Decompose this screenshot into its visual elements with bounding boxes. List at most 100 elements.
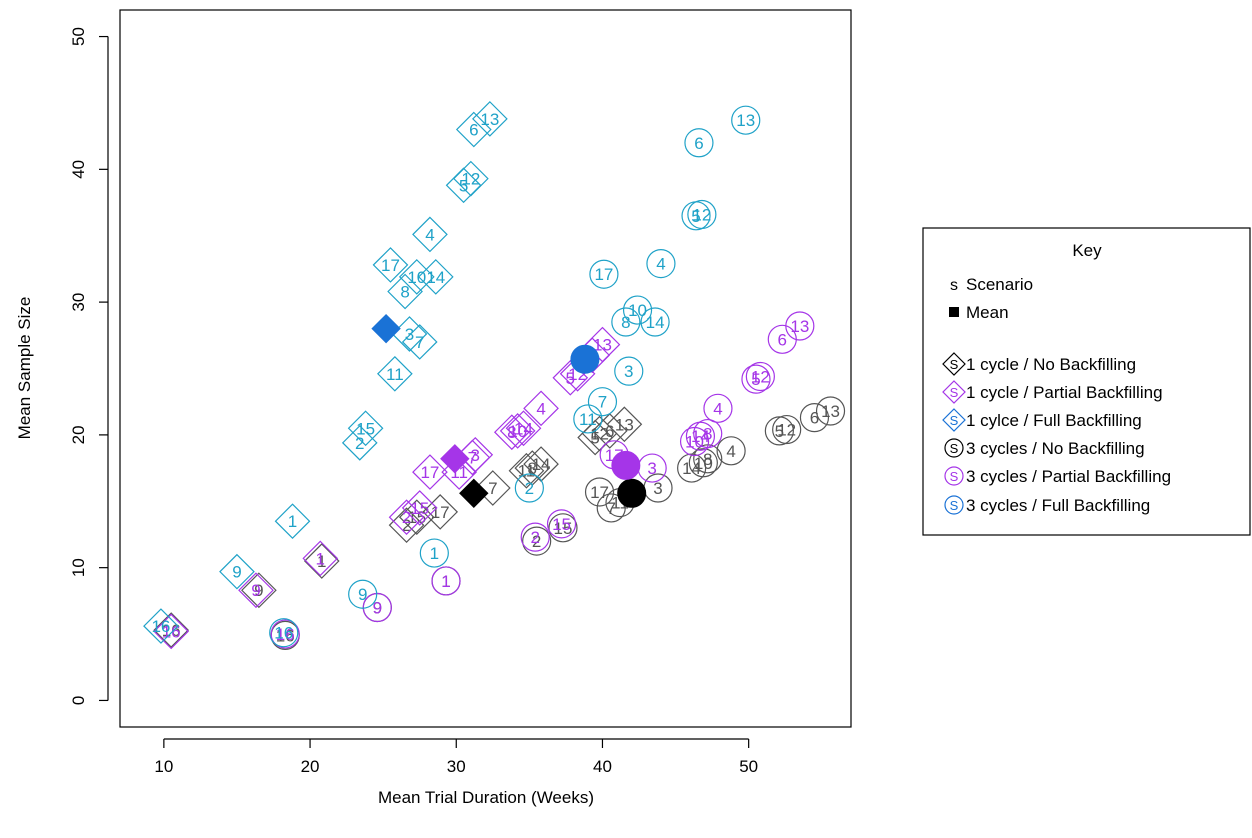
circle-marker: [684, 128, 714, 158]
circle-point: 1: [431, 566, 461, 596]
point-label: 15: [356, 419, 375, 438]
legend-label: 1 cycle / Partial Backfilling: [966, 383, 1163, 402]
point-label: 10: [407, 268, 426, 287]
diamond-marker: [417, 259, 454, 295]
point-label: 10: [508, 422, 527, 441]
point-label: 13: [821, 402, 840, 421]
point-label: 16: [274, 624, 293, 643]
point-label: 5: [775, 422, 784, 441]
diamond-point: 1: [274, 503, 311, 540]
mean-circle-marker: [570, 344, 600, 374]
y-tick-label: 40: [69, 160, 88, 179]
legend-marker: [942, 352, 966, 376]
point-label: 14: [646, 313, 665, 332]
legend-marker: [942, 408, 966, 432]
point-label: 13: [736, 111, 755, 130]
diamond-marker: [372, 247, 409, 283]
diamond-marker: [388, 507, 425, 544]
point-label: 1: [441, 572, 450, 591]
circle-marker: [270, 619, 300, 649]
diamond-point: 5: [445, 167, 482, 204]
legend-marker-letter: S: [950, 469, 959, 484]
diamond-point: 14: [417, 259, 454, 295]
circle-marker: [589, 259, 619, 289]
point-label: 4: [726, 442, 735, 461]
point-label: 9: [358, 585, 367, 604]
diamond-point: 2: [341, 425, 378, 461]
point-label: 16: [162, 621, 181, 640]
point-label: 2: [530, 528, 539, 547]
point-label: 3: [471, 446, 480, 465]
circle-marker: [764, 416, 794, 446]
point-label: 11: [386, 365, 404, 384]
circle-marker: [520, 522, 550, 552]
diamond-marker: [453, 160, 489, 197]
diamond-point: 14: [505, 410, 542, 447]
circle-marker: [622, 295, 653, 325]
mean-diamond-marker: [440, 444, 470, 474]
circle-marker: [731, 105, 761, 135]
diamond-marker: [591, 413, 628, 449]
diamond-marker: [445, 167, 482, 204]
diamond-marker: [274, 503, 311, 540]
diamond-point: 6: [455, 111, 492, 148]
circle-point: 17: [589, 259, 619, 289]
diamond-marker: [505, 410, 542, 447]
point-label: 5: [459, 176, 468, 195]
legend: Key s Scenario Mean S 1 cycle / No Backfilli…: [922, 227, 1251, 536]
circle-marker: [611, 307, 641, 337]
point-label: 17: [381, 256, 400, 275]
legend-label: 3 cycles / No Backfilling: [966, 439, 1145, 458]
circle-marker: [693, 418, 723, 449]
circle-point: 12: [772, 414, 802, 445]
y-tick-label: 20: [69, 425, 88, 444]
point-label: 1: [430, 544, 439, 563]
circle-marker: [640, 307, 670, 337]
point-label: 4: [536, 399, 545, 418]
circle-marker: [573, 404, 603, 434]
point-label: 4: [713, 399, 722, 418]
diamond-marker: [401, 490, 438, 526]
circle-point: 12: [745, 361, 775, 392]
diamond-marker: [388, 499, 425, 536]
diamond-point: 15: [401, 490, 438, 526]
diamond-marker: [401, 324, 438, 360]
circle-marker: [815, 396, 846, 426]
point-label: 5: [691, 207, 700, 226]
diamond-marker: [153, 612, 190, 648]
circle-point: 14: [640, 307, 670, 337]
point-label: 8: [528, 459, 537, 478]
point-label: 7: [415, 333, 424, 352]
point-label: 14: [426, 268, 445, 287]
diamond-marker: [523, 390, 559, 427]
point-label: 14: [532, 455, 551, 474]
circle-marker: [745, 361, 775, 392]
point-label: 9: [373, 599, 382, 618]
diamond-point: 17: [372, 247, 409, 283]
diamond-marker: [584, 326, 621, 363]
diamond-point: 13: [472, 101, 508, 137]
circle-point: 15: [548, 513, 578, 543]
circle-point: 6: [684, 128, 714, 158]
point-label: 5: [590, 429, 599, 448]
diamond-point: 1: [302, 540, 339, 577]
legend-item: S 3 cycles / Partial Backfilling: [944, 466, 1171, 486]
legend-item: S 3 cycles / No Backfilling: [944, 438, 1145, 458]
point-label: 16: [276, 626, 295, 645]
circle-marker: [703, 393, 733, 423]
point-label: 1: [441, 572, 450, 591]
legend-title: Key: [1072, 241, 1102, 260]
diamond-marker: [499, 413, 536, 449]
point-label: 6: [694, 134, 703, 153]
legend-item: S 1 cycle / Partial Backfilling: [942, 380, 1163, 404]
legend-label: 1 cylce / Full Backfilling: [966, 411, 1142, 430]
point-label: 7: [488, 479, 497, 498]
circle-point: 2: [514, 473, 544, 503]
circle-marker: [687, 199, 717, 230]
diamond-point: 8: [514, 450, 551, 486]
circle-marker: [646, 249, 676, 279]
diamond-point: 9: [241, 572, 277, 609]
point-label: 16: [151, 617, 170, 636]
diamond-marker: [508, 452, 545, 489]
